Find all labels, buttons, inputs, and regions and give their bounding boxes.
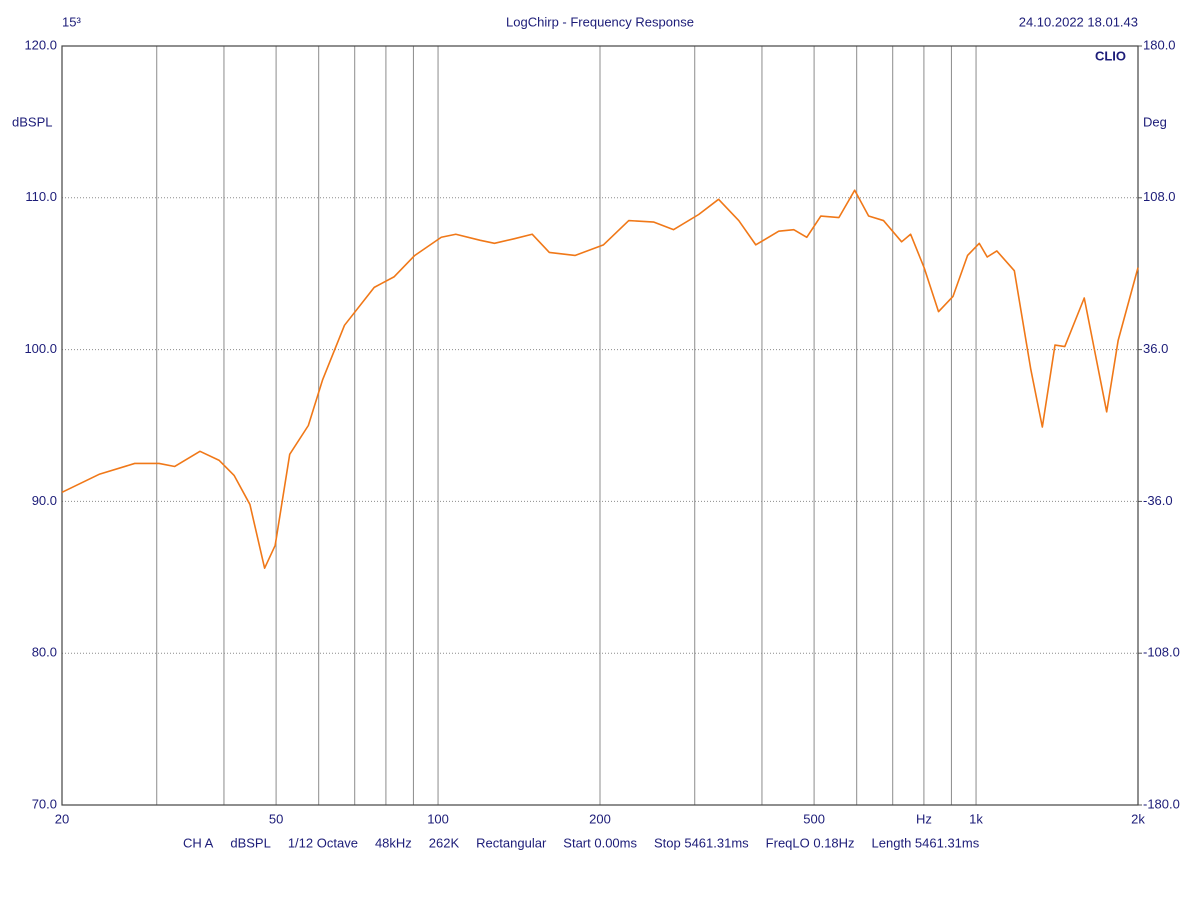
plot-frame	[61, 45, 1139, 806]
y-tick-label: 80.0	[32, 645, 57, 660]
y-axis-label: dBSPL	[12, 114, 52, 129]
response-line	[61, 189, 1139, 569]
y-tick-label: 90.0	[32, 493, 57, 508]
x-tick-label: 50	[269, 811, 283, 826]
footer-item: Rectangular	[476, 835, 547, 850]
y-tick-label: 100.0	[24, 341, 57, 356]
y-tick-label: 120.0	[24, 37, 57, 52]
y2-tick-label: 108.0	[1143, 189, 1176, 204]
y2-tick-label: 180.0	[1143, 37, 1176, 52]
y-tick-label: 70.0	[32, 796, 57, 811]
footer-item: 262K	[429, 835, 460, 850]
date: 24.10.2022 18.01.43	[1019, 14, 1138, 29]
y2-tick-label: 36.0	[1143, 341, 1168, 356]
footer-item: FreqLO 0.18Hz	[766, 835, 855, 850]
x-tick-label: 500	[803, 811, 825, 826]
chart-title: LogChirp - Frequency Response	[506, 14, 694, 29]
y2-tick-label: -180.0	[1143, 796, 1180, 811]
x-tick-label: 100	[427, 811, 449, 826]
footer-item: dBSPL	[230, 835, 270, 850]
footer-item: Stop 5461.31ms	[654, 835, 749, 850]
x-tick-label: 1k	[969, 811, 983, 826]
y2-axis-label: Deg	[1143, 114, 1167, 129]
x-tick-label: 200	[589, 811, 611, 826]
y2-tick-label: -36.0	[1143, 493, 1173, 508]
footer-item: 1/12 Octave	[288, 835, 358, 850]
footer-item: 48kHz	[375, 835, 412, 850]
corner-label: 15³	[62, 14, 81, 29]
brand: CLIO	[1095, 48, 1126, 63]
y2-tick-label: -108.0	[1143, 645, 1180, 660]
footer-item: Length 5461.31ms	[872, 835, 980, 850]
footer-item: CH A	[183, 835, 214, 850]
footer-item: Start 0.00ms	[563, 835, 637, 850]
y-tick-label: 110.0	[25, 189, 57, 204]
x-tick-label: 20	[55, 811, 69, 826]
x-tick-label: 2k	[1131, 811, 1145, 826]
x-tick-label: Hz	[916, 811, 932, 826]
